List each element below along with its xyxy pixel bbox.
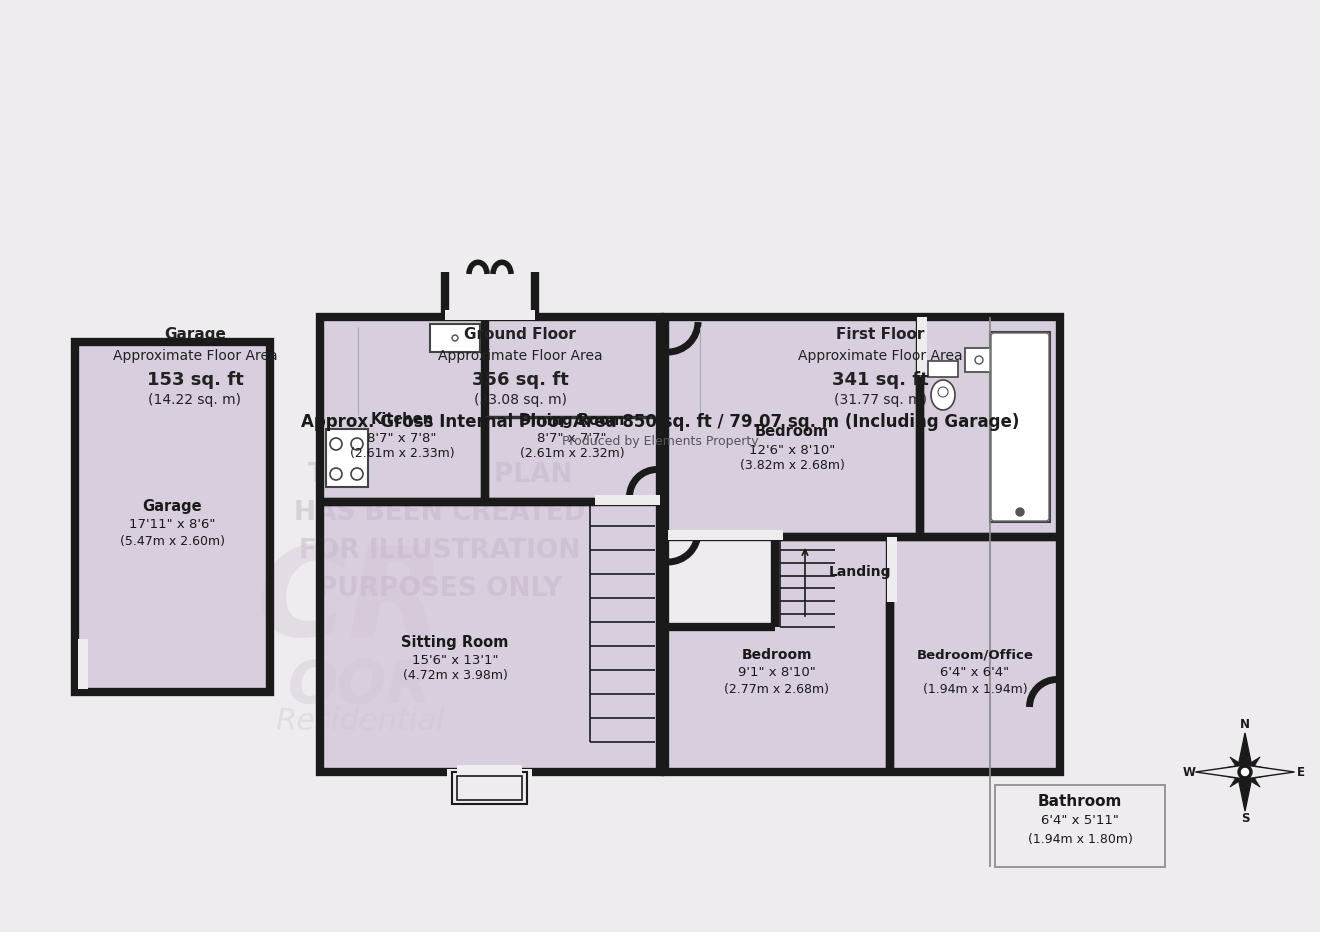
Text: 8'7" x 7'8": 8'7" x 7'8" <box>367 432 437 445</box>
Text: Approximate Floor Area: Approximate Floor Area <box>112 349 277 363</box>
Text: Garage: Garage <box>143 500 202 514</box>
Circle shape <box>454 336 457 339</box>
Text: Bedroom: Bedroom <box>755 424 829 440</box>
Bar <box>990 332 1049 522</box>
Ellipse shape <box>931 380 954 410</box>
Text: Bathroom: Bathroom <box>1038 793 1122 808</box>
Text: N: N <box>1239 719 1250 732</box>
Text: 9'1" x 8'10": 9'1" x 8'10" <box>738 666 816 679</box>
Bar <box>445 310 535 320</box>
Bar <box>928 361 958 377</box>
Polygon shape <box>1242 769 1261 788</box>
Text: (4.72m x 3.98m): (4.72m x 3.98m) <box>403 669 507 682</box>
Text: (2.61m x 2.33m): (2.61m x 2.33m) <box>350 447 454 460</box>
Text: Kitchen: Kitchen <box>371 413 433 428</box>
Text: Produced by Elements Property: Produced by Elements Property <box>562 435 758 448</box>
Bar <box>917 317 927 377</box>
Circle shape <box>975 356 983 364</box>
Bar <box>78 639 88 689</box>
Text: Ground Floor: Ground Floor <box>465 327 576 342</box>
Text: 6'4" x 5'11": 6'4" x 5'11" <box>1041 815 1119 828</box>
Text: Residential: Residential <box>275 707 445 736</box>
Bar <box>323 449 484 499</box>
Text: Dining Room: Dining Room <box>519 413 624 428</box>
Bar <box>668 530 783 540</box>
Text: 341 sq. ft: 341 sq. ft <box>832 371 928 389</box>
Text: Landing: Landing <box>829 565 891 579</box>
Bar <box>319 317 660 772</box>
Text: 12'6" x 8'10": 12'6" x 8'10" <box>748 444 836 457</box>
Text: (2.61m x 2.32m): (2.61m x 2.32m) <box>520 447 624 460</box>
Bar <box>665 317 1060 772</box>
Polygon shape <box>1242 757 1261 775</box>
Bar <box>668 320 1057 769</box>
Polygon shape <box>1237 733 1253 772</box>
Text: OOR: OOR <box>288 659 432 716</box>
Polygon shape <box>1206 764 1245 780</box>
Circle shape <box>1238 765 1251 779</box>
Text: (31.77 sq. m): (31.77 sq. m) <box>833 393 927 407</box>
Text: Approximate Floor Area: Approximate Floor Area <box>797 349 962 363</box>
Text: 153 sq. ft: 153 sq. ft <box>147 371 243 389</box>
Text: CR: CR <box>256 541 444 663</box>
Bar <box>457 765 521 775</box>
Circle shape <box>451 335 458 341</box>
Bar <box>995 785 1166 867</box>
Bar <box>668 540 776 624</box>
Text: Approximate Floor Area: Approximate Floor Area <box>438 349 602 363</box>
Bar <box>595 495 660 505</box>
Bar <box>323 320 657 769</box>
Text: Garage: Garage <box>164 327 226 342</box>
Text: Bedroom: Bedroom <box>742 648 812 662</box>
Bar <box>887 537 898 602</box>
Text: 8'7" x 7'7": 8'7" x 7'7" <box>537 432 607 445</box>
FancyBboxPatch shape <box>991 333 1049 521</box>
Text: (3.82m x 2.68m): (3.82m x 2.68m) <box>739 459 845 473</box>
Polygon shape <box>1245 765 1295 779</box>
Text: THIS FLOOR PLAN
HAS BEEN CREATED
FOR ILLUSTRATION
PURPOSES ONLY: THIS FLOOR PLAN HAS BEEN CREATED FOR ILL… <box>294 462 586 602</box>
Text: Sitting Room: Sitting Room <box>401 635 508 650</box>
Bar <box>457 776 521 800</box>
Text: (1.94m x 1.94m): (1.94m x 1.94m) <box>923 682 1027 695</box>
Bar <box>78 345 267 689</box>
Text: W: W <box>1183 765 1196 778</box>
Text: (1.94m x 1.80m): (1.94m x 1.80m) <box>1027 832 1133 845</box>
Text: Bedroom/Office: Bedroom/Office <box>916 649 1034 662</box>
Text: (2.77m x 2.68m): (2.77m x 2.68m) <box>725 682 829 695</box>
Bar <box>965 348 993 372</box>
Text: Approx. Gross Internal Floor Area 850 sq. ft / 79.07 sq. m (Including Garage): Approx. Gross Internal Floor Area 850 sq… <box>301 413 1019 431</box>
Text: S: S <box>1241 813 1249 826</box>
Text: (14.22 sq. m): (14.22 sq. m) <box>148 393 242 407</box>
Polygon shape <box>1237 772 1253 811</box>
Bar <box>75 342 271 692</box>
Text: 17'11" x 8'6": 17'11" x 8'6" <box>129 518 215 531</box>
Text: First Floor: First Floor <box>836 327 924 342</box>
Polygon shape <box>1245 764 1284 780</box>
Text: 6'4" x 6'4": 6'4" x 6'4" <box>940 666 1010 679</box>
Polygon shape <box>1230 757 1249 775</box>
Text: (33.08 sq. m): (33.08 sq. m) <box>474 393 566 407</box>
Circle shape <box>939 387 948 397</box>
Circle shape <box>1016 508 1024 516</box>
Text: (5.47m x 2.60m): (5.47m x 2.60m) <box>120 534 224 547</box>
Polygon shape <box>1230 769 1249 788</box>
Text: E: E <box>1298 765 1305 778</box>
Text: 15'6" x 13'1": 15'6" x 13'1" <box>412 653 498 666</box>
Bar <box>430 324 480 352</box>
Circle shape <box>1242 769 1249 775</box>
Bar <box>451 772 527 804</box>
Bar <box>447 769 532 807</box>
Text: 356 sq. ft: 356 sq. ft <box>471 371 569 389</box>
Polygon shape <box>1196 765 1245 779</box>
Bar <box>326 429 368 487</box>
